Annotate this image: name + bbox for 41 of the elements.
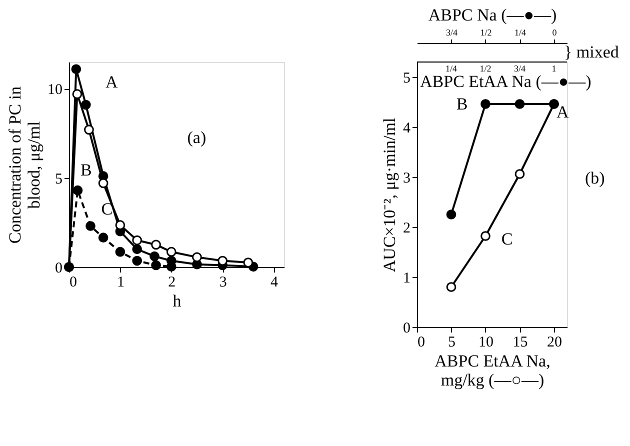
y-axis-title: AUC×10⁻², μg·min/ml: [380, 117, 399, 272]
y-tick-label: 5: [55, 171, 62, 188]
x-axis-title: h: [172, 292, 182, 310]
annotation: (a): [187, 128, 206, 147]
x-tick-label: 15: [512, 334, 528, 350]
y-tick-label: 0: [55, 260, 62, 276]
x-tick-label: 10: [478, 334, 494, 350]
x-tick-label: 0: [418, 334, 425, 350]
text: } mixed: [564, 42, 620, 62]
x-tick-label: 4: [270, 274, 279, 290]
x-tick-label: 20: [546, 334, 562, 350]
y-tick-label: 0: [403, 320, 410, 336]
x2-tick-label: 1/4: [514, 28, 526, 38]
x-tick-label: 2: [168, 274, 176, 290]
x-tick-label: 0: [70, 274, 77, 290]
x-axis-title: ABPC EtAA Na, mg/kg (—○—): [434, 352, 550, 390]
x2-tick-label: 3/4: [446, 28, 458, 38]
annotation: A: [556, 102, 570, 122]
x-tick-label: 1: [116, 274, 124, 290]
annotation: ABPC EtAA Na (—●—): [420, 72, 592, 91]
annotation: A: [106, 72, 119, 92]
x2-tick-label: 1/2: [480, 28, 492, 38]
x-tick-label: 5: [448, 334, 456, 350]
y-tick-label: 5: [403, 70, 410, 86]
annotation: B: [80, 160, 92, 180]
y-axis-title: Concentration of PC in blood, μg/ml: [6, 86, 44, 244]
annotation: C: [101, 200, 113, 219]
annotation: 3/4: [514, 64, 526, 74]
annotation: B: [456, 94, 468, 114]
annotation: 1/4: [445, 64, 458, 74]
x-tick-label: 3: [219, 274, 227, 290]
y-tick-label: 10: [48, 82, 62, 98]
annotation: 1: [552, 64, 556, 74]
annotation: 1/2: [480, 64, 492, 74]
x2-axis-title: ABPC Na (—●—): [428, 6, 557, 24]
y-tick-label: 2: [403, 220, 410, 236]
y-tick-label: 3: [403, 170, 410, 186]
y-tick-label: 4: [403, 120, 411, 136]
x2-tick-label: 0: [552, 28, 558, 38]
text: (b): [585, 168, 605, 188]
annotation: C: [501, 230, 513, 249]
